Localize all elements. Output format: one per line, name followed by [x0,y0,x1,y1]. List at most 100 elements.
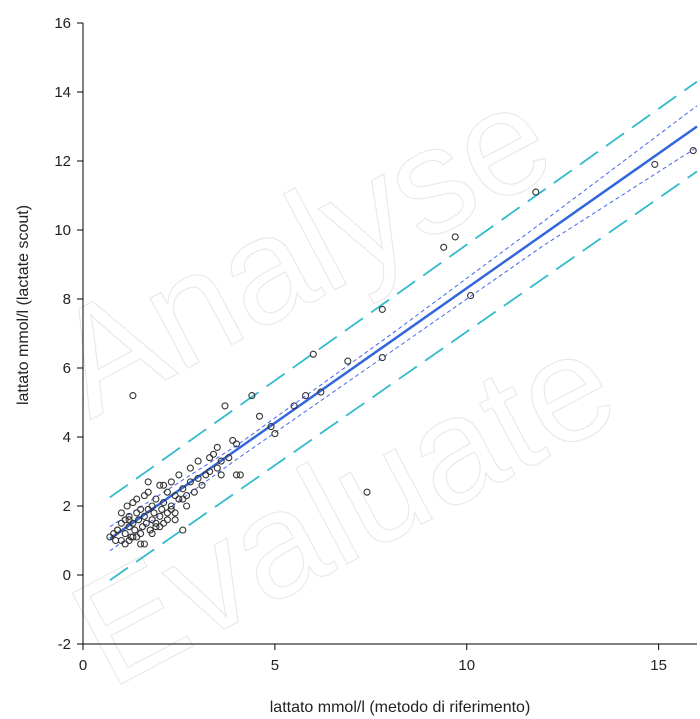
data-point [186,478,194,486]
data-point [125,516,133,524]
data-point [125,512,133,520]
data-point [229,436,237,444]
data-point [146,526,154,534]
data-point [213,443,221,451]
x-axis-title: lattato mmol/l (metodo di riferimento) [270,699,531,716]
data-point [152,495,160,503]
data-point [137,540,145,548]
data-point [137,505,145,513]
x-axis-ticks: 0 5 10 15 [79,644,667,674]
data-point [236,471,244,479]
data-point [167,502,175,510]
data-point [225,454,233,462]
data-point [267,423,275,431]
data-point [129,392,137,400]
data-point [125,536,133,545]
data-point [232,440,241,448]
data-point [129,499,137,507]
data-point [186,464,194,472]
data-point [209,450,218,458]
data-point [129,533,137,541]
data-point [175,471,183,479]
data-point [163,516,171,524]
data-point [148,502,156,510]
data-point [194,457,202,465]
data-point [140,492,148,500]
confidence-band-lower [109,146,698,552]
data-point [451,233,459,241]
y-tick-label: 10 [54,222,71,239]
data-point [158,505,166,513]
data-point [160,499,168,507]
data-point [179,485,187,493]
regression-line [109,125,698,540]
data-point [290,402,298,410]
y-tick-label: 0 [63,567,71,584]
data-point [171,492,179,500]
y-axis-ticks: -2 0 2 4 6 8 10 12 14 16 [54,15,83,653]
data-point [232,471,241,479]
data-point [363,488,371,496]
data-point [175,495,183,503]
data-point [152,519,160,527]
y-tick-label: 8 [63,291,71,308]
y-tick-label: 2 [63,498,71,515]
data-point [117,519,125,527]
data-point [378,305,386,313]
data-point [532,188,540,196]
data-point [183,502,191,510]
data-point [689,147,697,155]
y-tick-label: 4 [63,429,71,446]
data-point [121,540,129,548]
data-point [150,509,158,517]
data-point [117,509,125,517]
data-point [167,478,175,486]
data-point [440,243,448,251]
data-point [206,467,214,476]
x-tick-label: 5 [271,657,279,674]
data-point [167,505,175,513]
data-point [217,457,225,465]
data-point [194,474,202,482]
data-point [117,536,125,545]
data-point [651,160,659,168]
data-point [302,392,310,400]
y-tick-label: 14 [54,84,71,101]
data-point [179,495,187,503]
data-point [156,512,164,520]
data-point [467,292,475,300]
x-tick-label: 10 [458,657,475,674]
data-point [160,481,168,489]
data-point [110,530,118,538]
data-point [113,526,122,534]
data-point [171,516,179,524]
data-point [121,530,129,538]
data-point [317,388,325,396]
y-tick-label: 12 [54,153,71,170]
y-tick-label: -2 [58,636,71,653]
fit-lines [109,80,698,581]
data-point [140,512,148,520]
data-point [133,533,141,541]
data-point [221,402,229,410]
data-point [248,392,256,400]
data-point [309,350,317,358]
data-point [171,509,179,517]
data-point [255,412,264,420]
data-point [140,540,148,548]
y-tick-label: 16 [54,15,71,32]
prediction-band-lower [109,170,698,581]
data-point [217,471,225,479]
data-point [144,478,152,486]
data-point [142,519,150,527]
data-point [179,526,187,534]
data-point [183,492,191,500]
data-point [163,488,171,496]
data-point [135,516,143,524]
data-point [163,509,171,517]
data-point [148,516,156,524]
data-point [123,502,131,510]
data-point [156,481,164,489]
data-point [344,357,352,365]
